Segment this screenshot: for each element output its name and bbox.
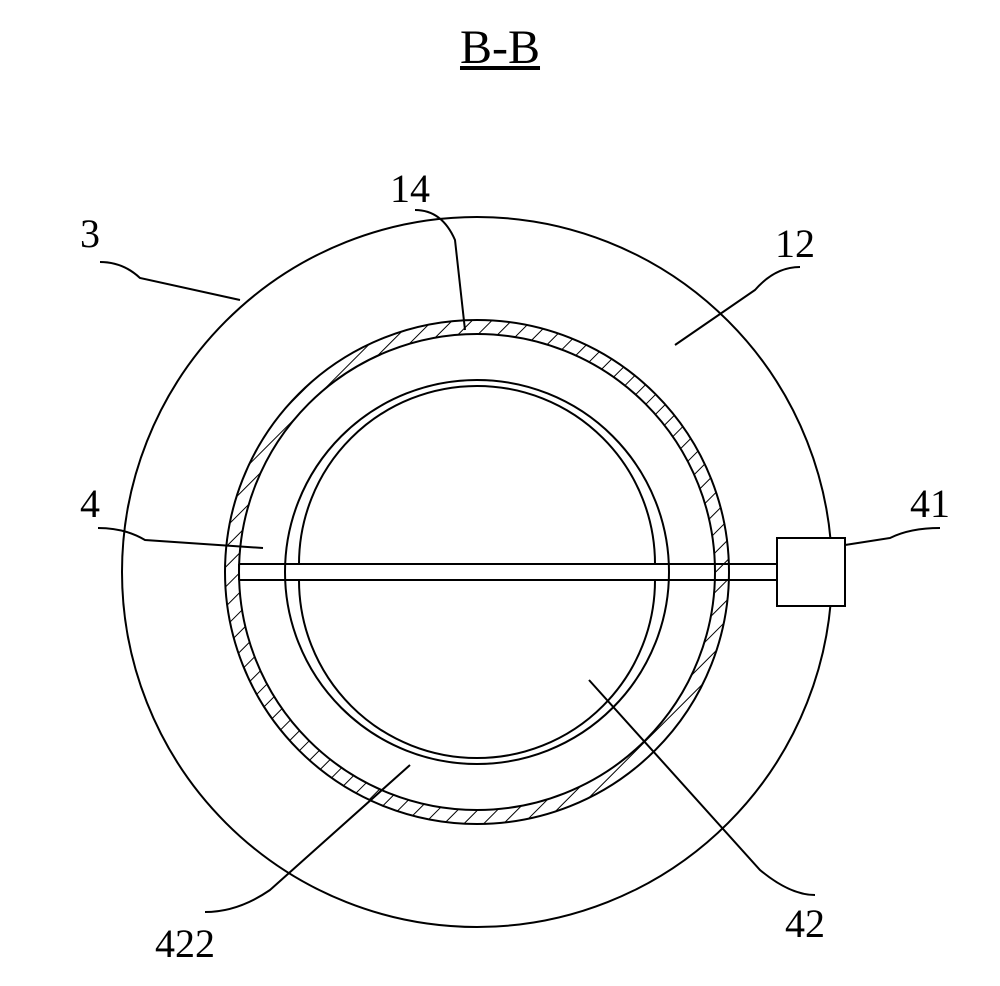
diagram-container: B-B (0, 0, 1000, 986)
inner-circle-outer (285, 380, 669, 764)
label-14: 14 (390, 165, 430, 212)
inner-circle-inner (299, 386, 655, 758)
diagram-svg (0, 0, 1000, 986)
label-12: 12 (775, 220, 815, 267)
rod (239, 564, 777, 580)
label-4: 4 (80, 480, 100, 527)
label-42: 42 (785, 900, 825, 947)
label-41: 41 (910, 480, 950, 527)
label-422: 422 (155, 920, 215, 967)
label-3: 3 (80, 210, 100, 257)
handle-box (777, 538, 845, 606)
